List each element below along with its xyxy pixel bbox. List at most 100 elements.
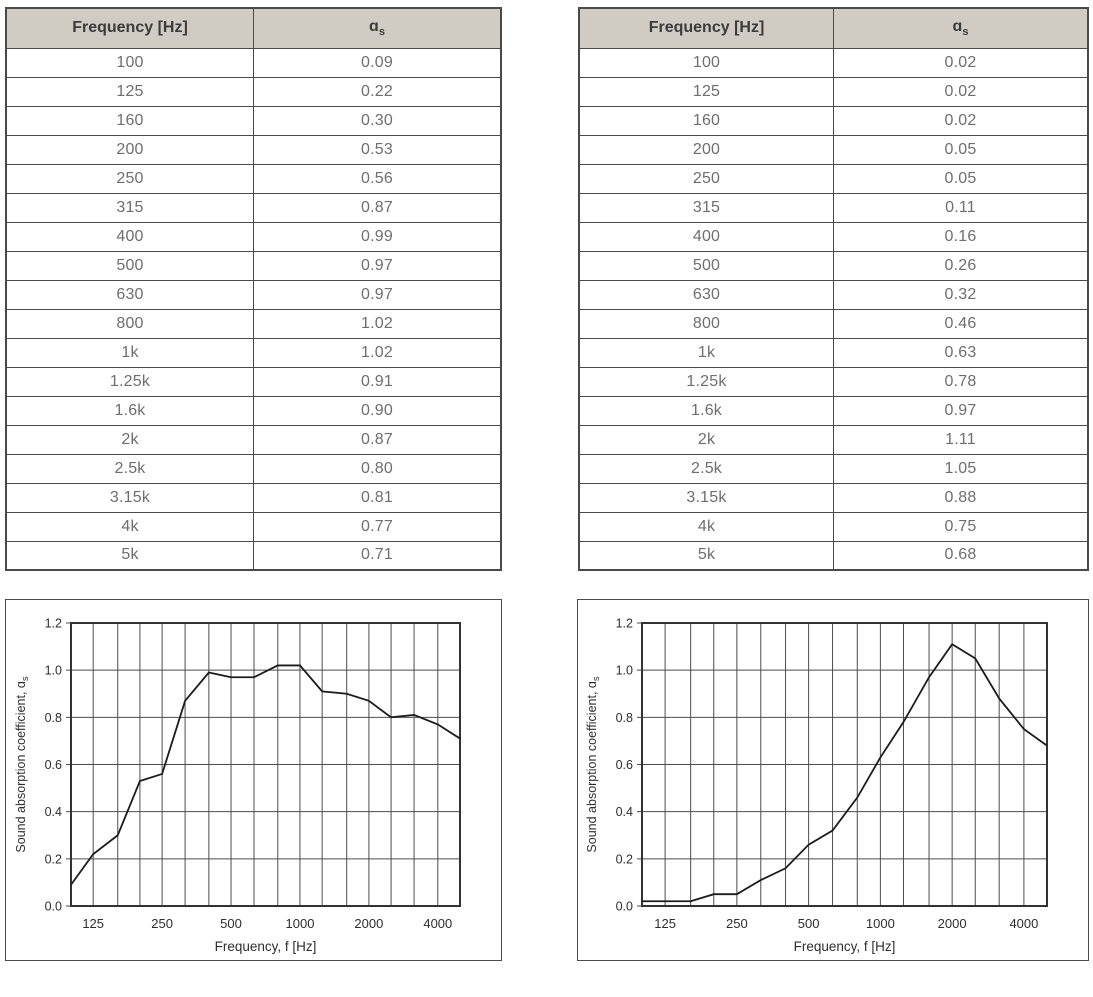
frequency-cell: 4k xyxy=(578,511,834,542)
frequency-cell: 200 xyxy=(5,134,254,165)
alpha-cell: 1.02 xyxy=(253,308,502,339)
alpha-subscript: s xyxy=(962,26,969,39)
x-tick-label: 250 xyxy=(726,916,748,931)
y-axis-title: Sound absorption coefficient, ɑs xyxy=(14,676,31,852)
table-row: 1.6k 0.90 xyxy=(5,395,502,426)
tables-row: Frequency [Hz] ɑs 100 0.09 125 0.22 160 0.30 2… xyxy=(5,7,1089,571)
x-tick-label: 500 xyxy=(220,916,242,931)
charts-row: 0.0 0.2 0.4 0.6 0.8 1.0 1.2 125 250 500 1000 2000 40… xyxy=(5,599,1089,961)
x-tick-label: 2000 xyxy=(938,916,967,931)
table-row: 250 0.05 xyxy=(578,163,1089,194)
frequency-cell: 160 xyxy=(578,105,834,136)
alpha-cell: 0.97 xyxy=(833,395,1089,426)
alpha-cell: 0.97 xyxy=(253,250,502,281)
y-tick-label: 1.2 xyxy=(44,617,61,631)
alpha-cell: 0.80 xyxy=(253,453,502,484)
table-row: 315 0.11 xyxy=(578,192,1089,223)
y-tick-label: 0.4 xyxy=(44,805,61,819)
frequency-cell: 1.25k xyxy=(5,366,254,397)
alpha-cell: 0.32 xyxy=(833,279,1089,310)
table-row: 400 0.16 xyxy=(578,221,1089,252)
alpha-cell: 0.77 xyxy=(253,511,502,542)
y-tick-label: 0.0 xyxy=(44,900,61,914)
table-row: 1.6k 0.97 xyxy=(578,395,1089,426)
x-tick-label: 1000 xyxy=(285,916,314,931)
table-row: 1.25k 0.78 xyxy=(578,366,1089,397)
table-row: 4k 0.77 xyxy=(5,511,502,542)
y-tick-label: 1.2 xyxy=(616,617,633,631)
frequency-cell: 630 xyxy=(5,279,254,310)
frequency-cell: 400 xyxy=(5,221,254,252)
table-row: 3.15k 0.88 xyxy=(578,482,1089,513)
table-row: 250 0.56 xyxy=(5,163,502,194)
alpha-cell: 1.05 xyxy=(833,453,1089,484)
alpha-cell: 0.63 xyxy=(833,337,1089,368)
y-tick-label: 0.4 xyxy=(616,805,633,819)
table-row: 1k 0.63 xyxy=(578,337,1089,368)
x-tick-label: 250 xyxy=(151,916,173,931)
x-tick-label: 125 xyxy=(654,916,676,931)
table-header-row: Frequency [Hz] ɑs xyxy=(5,7,502,49)
table-row: 160 0.30 xyxy=(5,105,502,136)
alpha-cell: 0.87 xyxy=(253,424,502,455)
table-row: 3.15k 0.81 xyxy=(5,482,502,513)
alpha-symbol: ɑ xyxy=(369,18,379,36)
frequency-cell: 250 xyxy=(578,163,834,194)
alpha-cell: 0.02 xyxy=(833,105,1089,136)
table-row: 125 0.22 xyxy=(5,76,502,107)
frequency-cell: 1.6k xyxy=(578,395,834,426)
alpha-cell: 0.05 xyxy=(833,163,1089,194)
frequency-cell: 250 xyxy=(5,163,254,194)
alpha-cell: 0.88 xyxy=(833,482,1089,513)
x-tick-label: 125 xyxy=(82,916,104,931)
frequency-cell: 3.15k xyxy=(5,482,254,513)
table-row: 630 0.32 xyxy=(578,279,1089,310)
alpha-cell: 1.11 xyxy=(833,424,1089,455)
frequency-cell: 2.5k xyxy=(5,453,254,484)
frequency-cell: 400 xyxy=(578,221,834,252)
frequency-cell: 800 xyxy=(5,308,254,339)
alpha-cell: 0.71 xyxy=(253,540,502,571)
frequency-cell: 100 xyxy=(5,47,254,78)
frequency-cell: 100 xyxy=(578,47,834,78)
alpha-cell: 0.09 xyxy=(253,47,502,78)
frequency-column-header: Frequency [Hz] xyxy=(5,7,254,49)
alpha-cell: 0.91 xyxy=(253,366,502,397)
frequency-cell: 800 xyxy=(578,308,834,339)
x-tick-label: 4000 xyxy=(1010,916,1039,931)
y-tick-label: 0.2 xyxy=(44,852,61,866)
table-row: 800 0.46 xyxy=(578,308,1089,339)
table-row: 200 0.53 xyxy=(5,134,502,165)
table-body: 100 0.02 125 0.02 160 0.02 200 0.05 250 0.05 315 0.… xyxy=(578,47,1089,571)
table-row: 100 0.09 xyxy=(5,47,502,78)
x-tick-label: 500 xyxy=(798,916,820,931)
x-tick-label: 2000 xyxy=(354,916,383,931)
alpha-cell: 0.11 xyxy=(833,192,1089,223)
alpha-cell: 0.97 xyxy=(253,279,502,310)
alpha-cell: 0.02 xyxy=(833,47,1089,78)
table-row: 2k 0.87 xyxy=(5,424,502,455)
table-row: 2k 1.11 xyxy=(578,424,1089,455)
table-row: 2.5k 0.80 xyxy=(5,453,502,484)
table-row: 800 1.02 xyxy=(5,308,502,339)
frequency-cell: 4k xyxy=(5,511,254,542)
y-tick-label: 1.0 xyxy=(616,664,633,678)
y-tick-label: 0.6 xyxy=(44,758,61,772)
frequency-column-header: Frequency [Hz] xyxy=(578,7,834,49)
frequency-cell: 125 xyxy=(578,76,834,107)
frequency-cell: 125 xyxy=(5,76,254,107)
table-row: 500 0.97 xyxy=(5,250,502,281)
frequency-cell: 2k xyxy=(578,424,834,455)
absorption-table-left: Frequency [Hz] ɑs 100 0.09 125 0.22 160 0.30 2… xyxy=(5,7,502,571)
frequency-cell: 630 xyxy=(578,279,834,310)
plot-border xyxy=(641,622,1049,907)
table-row: 315 0.87 xyxy=(5,192,502,223)
table-row: 1.25k 0.91 xyxy=(5,366,502,397)
table-row: 500 0.26 xyxy=(578,250,1089,281)
alpha-cell: 0.78 xyxy=(833,366,1089,397)
table-row: 2.5k 1.05 xyxy=(578,453,1089,484)
data-line xyxy=(642,643,1048,903)
frequency-cell: 500 xyxy=(578,250,834,281)
alpha-cell: 0.46 xyxy=(833,308,1089,339)
alpha-column-header: ɑs xyxy=(833,7,1089,49)
